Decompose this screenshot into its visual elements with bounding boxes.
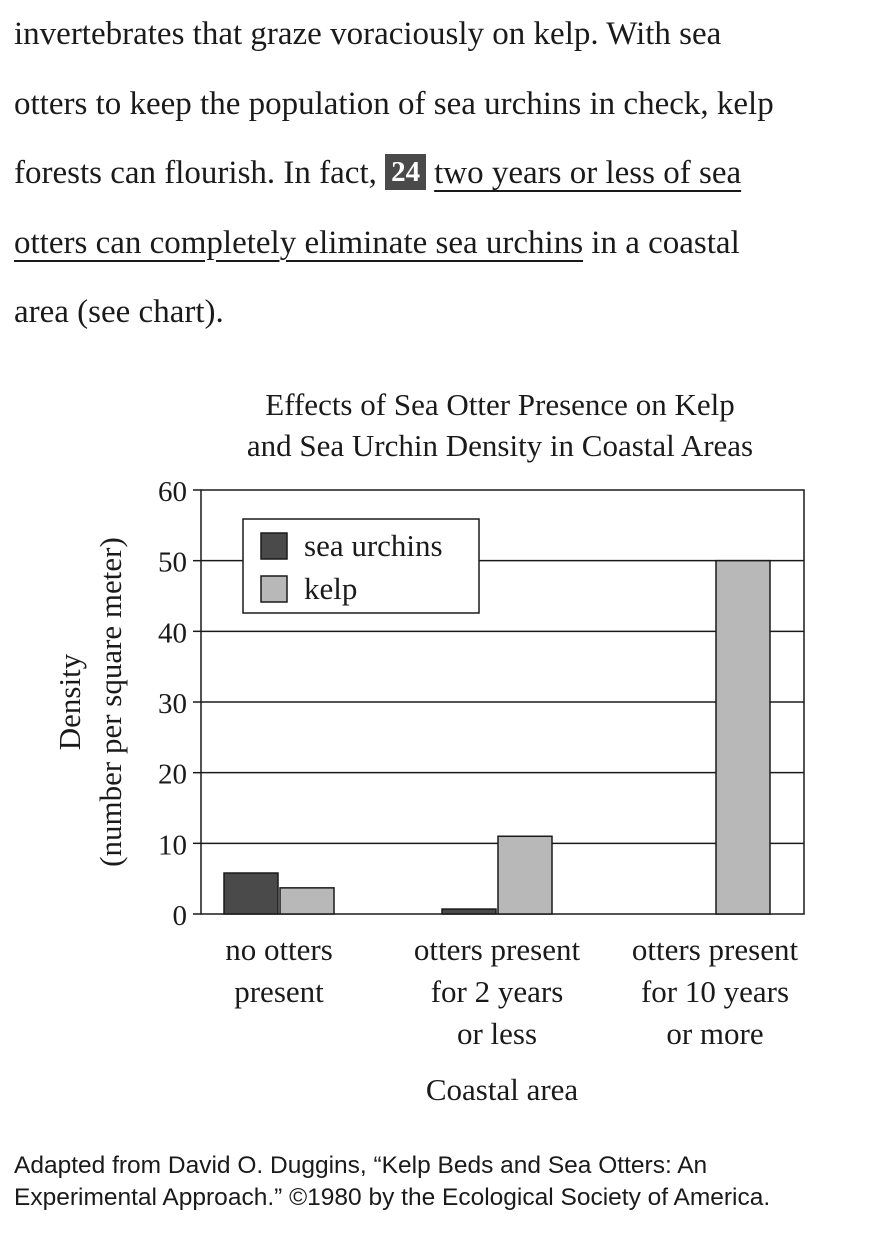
chart-title-line: Effects of Sea Otter Presence on Kelp (265, 387, 734, 422)
passage-line: otters can completely eliminate sea urch… (14, 209, 864, 279)
passage: invertebrates that graze voraciously on … (14, 0, 864, 348)
x-tick-label: otters present (632, 932, 799, 967)
chart-title-line: and Sea Urchin Density in Coastal Areas (247, 428, 753, 463)
y-tick-label: 60 (158, 476, 187, 508)
x-tick-label: or less (457, 1016, 537, 1051)
y-tick-label: 40 (158, 617, 187, 649)
credit-line: Adapted from David O. Duggins, “Kelp Bed… (14, 1152, 708, 1179)
bar-kelp (279, 887, 335, 915)
question-number-badge[interactable]: 24 (385, 154, 427, 190)
credit-line: Experimental Approach.” ©1980 by the Eco… (14, 1184, 771, 1211)
bar-kelp (715, 559, 771, 915)
x-tick-label: or more (666, 1016, 763, 1051)
bar-chart: Effects of Sea Otter Presence on Kelp and… (52, 387, 805, 1107)
legend-label: kelp (304, 571, 357, 606)
y-axis-label-line: (number per square meter) (93, 537, 128, 867)
x-tick-label: present (234, 974, 324, 1009)
y-tick-label: 30 (158, 688, 187, 720)
passage-line: invertebrates that graze voraciously on … (14, 16, 722, 52)
passage-line: otters to keep the population of sea urc… (14, 85, 774, 122)
y-axis-label-line: Density (52, 653, 87, 750)
bar-kelp (497, 835, 553, 915)
x-axis-label: Coastal area (426, 1072, 579, 1107)
underlined-portion: two years or less of sea (434, 155, 742, 191)
underlined-portion: otters can completely eliminate sea urch… (14, 224, 584, 261)
bar-sea-urchins (223, 872, 279, 915)
legend-label: sea urchins (304, 528, 443, 563)
y-tick-label: 10 (158, 829, 187, 861)
x-tick-label: for 2 years (431, 974, 564, 1009)
bar-sea-urchins (441, 908, 497, 915)
y-tick-label: 20 (158, 759, 187, 791)
legend-swatch (260, 575, 288, 603)
x-tick-label: no otters (225, 932, 333, 967)
y-tick-label: 0 (173, 900, 188, 932)
passage-text: in a coastal (583, 224, 740, 261)
x-tick-label: otters present (414, 932, 581, 967)
passage-line: area (see chart). (14, 294, 224, 330)
legend-swatch (260, 532, 288, 560)
passage-text: forests can flourish. In fact, (14, 155, 377, 191)
passage-line: forests can flourish. In fact, 24 two yea… (14, 139, 864, 209)
x-tick-label: for 10 years (641, 974, 789, 1009)
y-tick-label: 50 (158, 547, 187, 579)
source-credit: Adapted from David O. Duggins, “Kelp Bed… (14, 1150, 864, 1214)
